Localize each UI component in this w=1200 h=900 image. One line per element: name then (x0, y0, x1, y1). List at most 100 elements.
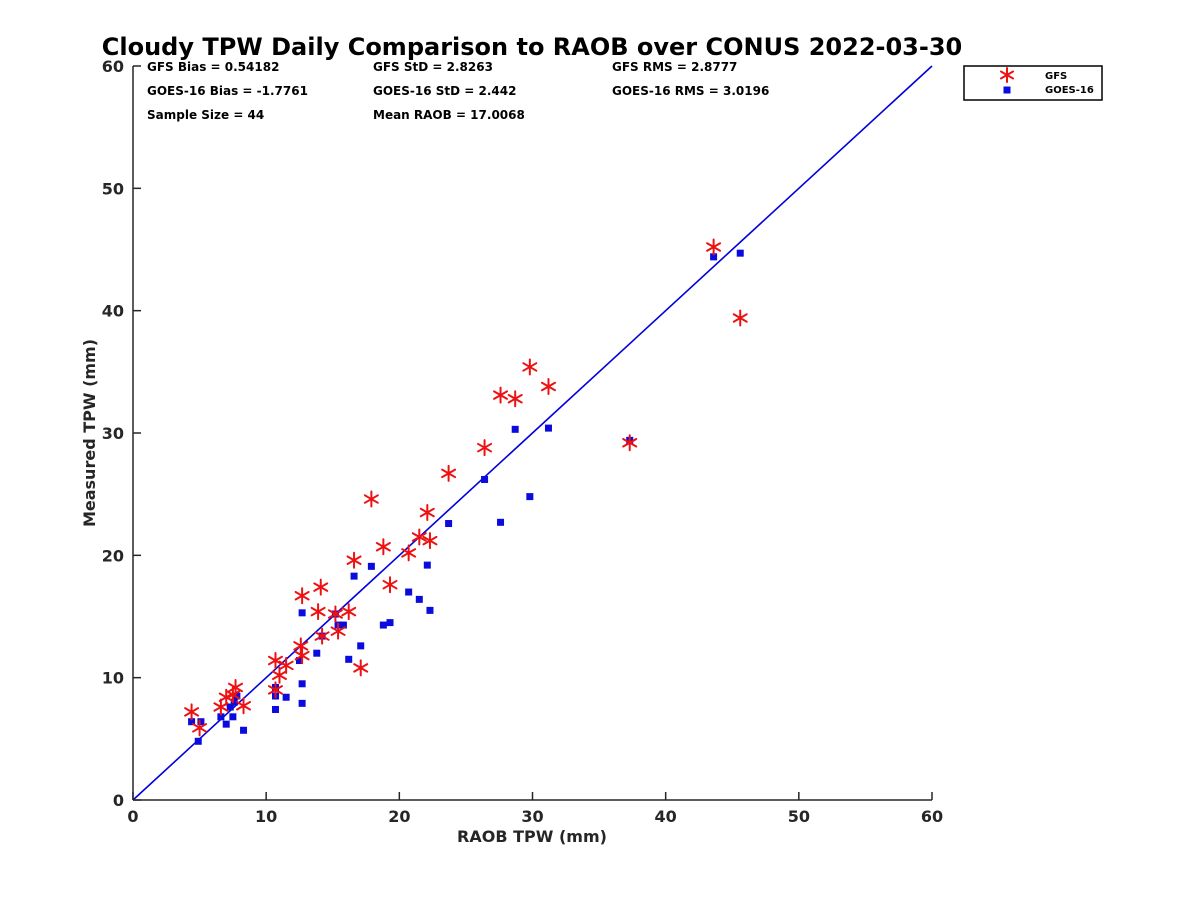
gfs-point (313, 578, 329, 596)
goes16-point (386, 619, 394, 627)
gfs-point (184, 703, 200, 721)
gfs-point (314, 627, 330, 645)
gfs-point (341, 603, 357, 621)
goes16-point (222, 720, 230, 728)
goes16-point (367, 562, 375, 570)
goes16-point (481, 475, 489, 483)
x-tick-label: 60 (921, 807, 943, 826)
stat-sample-size: Sample Size = 44 (147, 108, 264, 122)
goes16-point (423, 561, 431, 569)
gfs-point (327, 605, 343, 623)
reference-line-layer (132, 65, 933, 801)
y-tick-label: 40 (102, 302, 124, 321)
x-tick-label: 50 (788, 807, 810, 826)
y-tick-label: 10 (102, 669, 124, 688)
goes16-point (710, 253, 718, 261)
y-tick-label: 60 (102, 57, 124, 76)
reference-line (132, 65, 933, 801)
y-tick-label: 50 (102, 179, 124, 198)
goes16-point (271, 705, 279, 713)
goes16-point (445, 520, 453, 528)
goes16-point (226, 703, 234, 711)
goes16-point (295, 657, 303, 665)
goes16-point (217, 713, 225, 721)
goes16-point (415, 595, 423, 603)
goes16-point (350, 572, 358, 580)
x-tick-label: 0 (127, 807, 138, 826)
gfs-point (493, 386, 509, 404)
gfs-point (401, 544, 417, 562)
goes16-point (345, 655, 353, 663)
gfs-point (278, 656, 294, 674)
gfs-point (441, 464, 457, 482)
goes16-point (405, 588, 413, 596)
gfs-point (236, 697, 252, 715)
goes16-point (544, 424, 552, 432)
gfs-point (363, 490, 379, 508)
gfs-point (267, 652, 283, 670)
gfs-point (706, 238, 722, 256)
goes16-point (511, 425, 519, 433)
gfs-point (507, 390, 523, 408)
series-layer (184, 238, 748, 745)
gfs-point (271, 666, 287, 684)
x-tick-label: 10 (255, 807, 277, 826)
goes16-point (194, 737, 202, 745)
goes16-point (736, 249, 744, 257)
y-axis-label: Measured TPW (mm) (80, 339, 99, 527)
gfs-point (382, 576, 398, 594)
goes16-point (298, 699, 306, 707)
gfs-point (732, 309, 748, 327)
gfs-point (522, 358, 538, 376)
stats-annotations: GFS Bias = 0.54182 GOES-16 Bias = -1.776… (147, 60, 769, 122)
goes16-point (426, 606, 434, 614)
goes16-point (339, 621, 347, 629)
goes16-point (240, 726, 248, 734)
x-axis-label: RAOB TPW (mm) (457, 827, 607, 846)
chart-title: Cloudy TPW Daily Comparison to RAOB over… (102, 33, 962, 61)
gfs-point (540, 378, 556, 396)
goes16-point (298, 609, 306, 617)
legend-gfs-asterisk (999, 67, 1015, 83)
y-tick-label: 20 (102, 546, 124, 565)
gfs-point (294, 647, 310, 665)
legend-label-goes16: GOES-16 (1045, 85, 1094, 96)
goes16-point (282, 693, 290, 701)
stat-goes-rms: GOES-16 RMS = 3.0196 (612, 84, 769, 98)
legend: GFS GOES-16 (963, 65, 1103, 101)
goes16-point (298, 680, 306, 688)
legend-box (963, 65, 1103, 101)
goes16-point (313, 649, 321, 657)
goes16-point (229, 713, 237, 721)
goes16-point (379, 621, 387, 629)
gfs-point (330, 622, 346, 640)
legend-goes16-square (1003, 86, 1011, 94)
gfs-point (353, 659, 369, 677)
gfs-point (375, 538, 391, 556)
plot-area: 0 10 20 30 40 50 60 0 10 20 30 40 50 60 (102, 57, 943, 826)
goes16-point (188, 718, 196, 726)
goes16-point (497, 518, 505, 526)
stat-mean-raob: Mean RAOB = 17.0068 (373, 108, 525, 122)
x-tick-label: 20 (388, 807, 410, 826)
legend-marker-goes16 (1003, 86, 1011, 94)
x-tick-label: 40 (655, 807, 677, 826)
axes-layer: 0 10 20 30 40 50 60 0 10 20 30 40 50 60 (102, 57, 943, 826)
gfs-point (622, 434, 638, 452)
gfs-point (192, 719, 208, 737)
gfs-point (422, 532, 438, 550)
gfs-point (218, 688, 234, 706)
gfs-point (293, 637, 309, 655)
x-tick-label: 30 (521, 807, 543, 826)
goes16-point (357, 642, 365, 650)
goes16-point (526, 493, 534, 501)
stat-gfs-std: GFS StD = 2.8263 (373, 60, 493, 74)
gfs-point (346, 551, 362, 569)
stat-goes-std: GOES-16 StD = 2.442 (373, 84, 516, 98)
gfs-point (419, 504, 435, 522)
legend-label-gfs: GFS (1045, 71, 1067, 82)
series-gfs (184, 238, 748, 737)
gfs-point (310, 603, 326, 621)
